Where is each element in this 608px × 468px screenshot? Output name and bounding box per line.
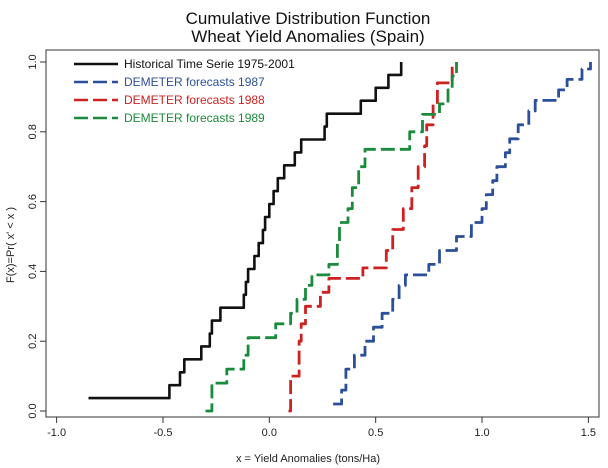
series-line-1987 [333,62,592,406]
series-line-1989 [205,62,458,413]
series-line-1988 [288,62,454,413]
y-axis-label: F(x)=Pr( x' < x ) [5,207,17,283]
y-tick-label: 0.2 [27,334,39,349]
series-line-historical [88,62,403,400]
x-tick-label: 1.5 [581,427,596,439]
y-tick-label: 0.0 [27,403,39,418]
legend-label: Historical Time Serie 1975-2001 [124,57,295,71]
x-axis-label: x = Yield Anomalies (tons/Ha) [236,453,380,465]
x-tick-label: -1.0 [47,427,66,439]
chart-subtitle: Wheat Yield Anomalies (Spain) [191,27,424,46]
legend-label: DEMETER forecasts 1987 [124,75,265,89]
series-layer [88,62,592,413]
chart-title: Cumulative Distribution Function [186,9,431,28]
y-axis: 0.0 0.2 0.4 0.6 0.8 1.0 [27,54,46,419]
legend-label: DEMETER forecasts 1988 [124,93,265,107]
x-tick-label: -0.5 [153,427,172,439]
y-tick-label: 1.0 [27,54,39,69]
plot-frame [45,49,600,418]
legend: Historical Time Serie 1975-2001 DEMETER f… [74,57,295,125]
x-tick-label: 0.0 [262,427,277,439]
y-tick-label: 0.6 [27,194,39,209]
x-tick-label: 0.5 [368,427,383,439]
y-tick-label: 0.8 [27,124,39,139]
x-tick-label: 1.0 [474,427,489,439]
y-tick-label: 0.4 [27,264,39,279]
x-axis: -1.0 -0.5 0.0 0.5 1.0 1.5 [47,417,596,439]
legend-label: DEMETER forecasts 1989 [124,111,265,125]
